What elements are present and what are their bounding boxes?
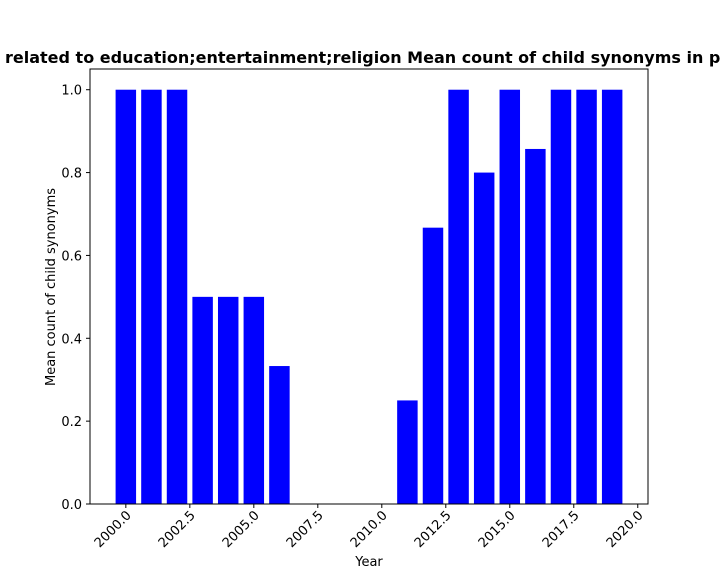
x-axis: 2000.0 2002.5 2005.0 2007.5 2010.0 2012.5 2015…: [92, 504, 647, 551]
chart-title: related to education;entertainment;relig…: [5, 48, 720, 67]
bars-group: [115, 89, 623, 505]
x-tick-label: 2002.5: [156, 508, 199, 551]
y-tick-label: 0.4: [61, 332, 82, 347]
y-axis: 0.0 0.2 0.4 0.6 0.8 1.0: [61, 84, 90, 513]
x-tick-label: 2015.0: [476, 508, 519, 551]
bar-2019: [601, 89, 623, 504]
bar-2015: [499, 89, 521, 504]
x-tick-label: 2017.5: [540, 508, 583, 551]
bar-2016: [525, 148, 546, 504]
y-tick-label: 0.0: [61, 498, 82, 513]
x-tick-label: 2007.5: [284, 508, 327, 551]
y-axis-label: Mean count of child synonyms: [44, 188, 59, 386]
bar-2017: [550, 89, 572, 504]
bar-2004: [217, 296, 239, 504]
bar-2013: [448, 89, 469, 504]
bar-2011: [397, 400, 418, 504]
y-tick-label: 1.0: [61, 84, 82, 99]
bar-2005: [243, 296, 265, 504]
y-tick-label: 0.6: [61, 249, 82, 264]
bar-2018: [576, 89, 597, 504]
bar-2012: [422, 227, 444, 504]
bar-2001: [141, 89, 162, 504]
x-tick-label: 2000.0: [92, 508, 135, 551]
bar-2003: [192, 296, 213, 504]
plot-frame: [89, 68, 649, 505]
x-tick-label: 2020.0: [604, 508, 647, 551]
bar-2006: [269, 366, 290, 504]
bar-2014: [473, 172, 495, 505]
x-tick-label: 2010.0: [348, 508, 391, 551]
y-tick-label: 0.8: [61, 167, 82, 182]
bar-2000: [115, 89, 137, 504]
y-tick-label: 0.2: [61, 415, 82, 430]
x-tick-label: 2012.5: [412, 508, 455, 551]
x-axis-label: Year: [354, 555, 383, 570]
x-tick-label: 2005.0: [220, 508, 263, 551]
bar-2002: [166, 89, 188, 504]
